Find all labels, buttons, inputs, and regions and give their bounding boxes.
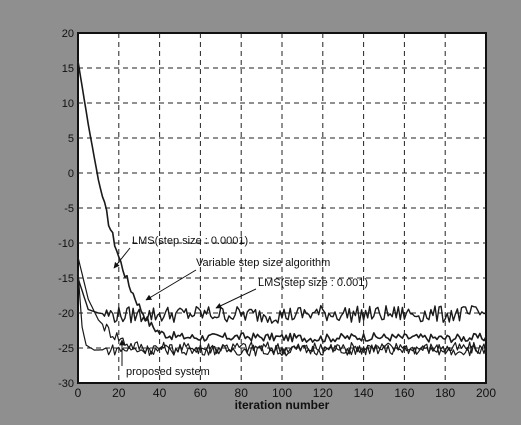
annotation-lms-0001: LMS(step size : 0.0001) <box>132 235 248 247</box>
annotations: LMS(step size : 0.0001) Variable step siz… <box>113 235 368 378</box>
y-tick-label: 5 <box>68 133 74 145</box>
x-tick-label: 140 <box>354 386 374 400</box>
series-lms-0001 <box>77 60 487 344</box>
x-tick-label: 100 <box>272 386 292 400</box>
grid <box>78 33 486 383</box>
y-tick-label: -20 <box>58 308 74 320</box>
x-tick-label: 80 <box>235 386 249 400</box>
y-tick-labels: 20 15 10 5 0 -5 -10 -15 -20 -25 -30 <box>58 28 74 390</box>
x-tick-label: 20 <box>112 386 126 400</box>
annotation-arrow <box>215 288 257 309</box>
series-lines <box>77 60 487 357</box>
x-tick-label: 180 <box>435 386 455 400</box>
y-tick-label: -5 <box>64 203 74 215</box>
x-tick-labels: 0 20 40 60 80 100 120 140 160 180 200 <box>75 386 497 400</box>
x-tick-label: 60 <box>194 386 208 400</box>
y-tick-label: -10 <box>58 238 74 250</box>
series-proposed <box>77 270 487 357</box>
x-axis-label: iteration number <box>235 398 330 412</box>
y-tick-label: 10 <box>62 98 74 110</box>
annotation-variable-step: Variable step size algorithm <box>196 257 330 269</box>
annotation-arrow <box>145 269 197 301</box>
x-tick-label: 0 <box>75 386 82 400</box>
y-tick-label: 15 <box>62 63 74 75</box>
x-tick-label: 120 <box>313 386 333 400</box>
y-tick-label: -15 <box>58 273 74 285</box>
x-tick-label: 160 <box>394 386 414 400</box>
annotation-proposed: proposed system <box>126 366 210 378</box>
annotation-lms-001: LMS(step size : 0.001) <box>258 277 368 289</box>
series-lms-001 <box>77 277 487 324</box>
x-tick-label: 40 <box>153 386 167 400</box>
y-tick-label: -30 <box>58 378 74 390</box>
y-tick-label: 0 <box>68 168 74 180</box>
y-tick-label: 20 <box>62 28 74 40</box>
x-tick-label: 200 <box>476 386 496 400</box>
annotation-arrow <box>113 247 131 269</box>
y-tick-label: -25 <box>58 343 74 355</box>
